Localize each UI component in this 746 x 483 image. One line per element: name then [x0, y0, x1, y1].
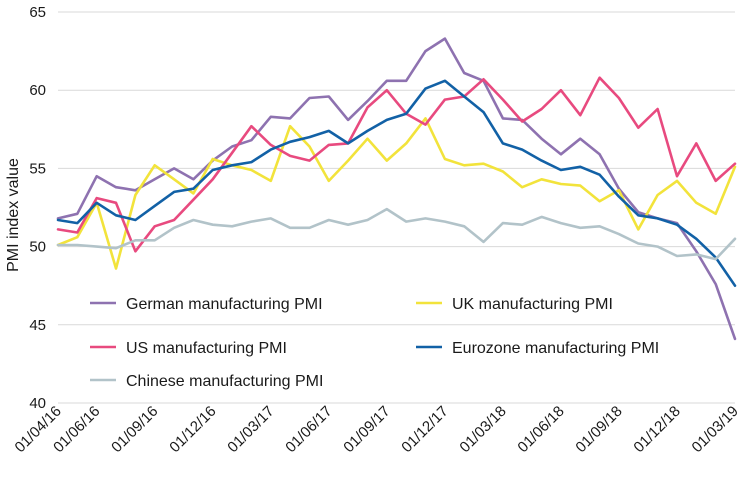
- y-axis-tick-labels: 40 45 50 55 60 65: [29, 4, 46, 412]
- series-line-2: [56, 76, 737, 253]
- series-line-1: [56, 117, 737, 270]
- legend-label: German manufacturing PMI: [126, 296, 323, 313]
- legend-item: UK manufacturing PMI: [416, 296, 613, 313]
- legend-item: Chinese manufacturing PMI: [90, 373, 323, 390]
- y-tick-label: 65: [29, 4, 46, 21]
- series-lines: [56, 37, 737, 341]
- x-tick-label: 01/12/16: [166, 403, 219, 456]
- x-tick-label: 01/12/17: [398, 403, 451, 456]
- legend-label: US manufacturing PMI: [126, 340, 287, 357]
- series-line-3: [56, 79, 737, 288]
- x-tick-label: 01/12/18: [630, 403, 683, 456]
- legend-label: UK manufacturing PMI: [452, 296, 613, 313]
- legend: German manufacturing PMI UK manufacturing…: [90, 296, 659, 390]
- y-tick-label: 50: [29, 239, 46, 256]
- y-tick-label: 55: [29, 160, 46, 177]
- y-tick-label: 40: [29, 395, 46, 412]
- x-tick-label: 01/06/18: [514, 403, 567, 456]
- legend-item: US manufacturing PMI: [90, 340, 287, 357]
- legend-label: Eurozone manufacturing PMI: [452, 340, 659, 357]
- legend-label: Chinese manufacturing PMI: [126, 373, 323, 390]
- legend-item: German manufacturing PMI: [90, 296, 323, 313]
- grid-lines: [58, 11, 735, 404]
- x-tick-label: 01/09/18: [572, 403, 625, 456]
- x-tick-label: 01/03/17: [224, 403, 277, 456]
- legend-item: Eurozone manufacturing PMI: [416, 340, 659, 357]
- y-axis-title: PMI index value: [5, 158, 22, 272]
- x-tick-label: 01/09/16: [108, 403, 161, 456]
- series-line-4: [56, 207, 737, 261]
- x-tick-label: 01/03/18: [456, 403, 509, 456]
- y-tick-label: 60: [29, 82, 46, 99]
- series-line-0: [56, 37, 737, 341]
- x-tick-label: 01/06/17: [282, 403, 335, 456]
- x-tick-label: 01/09/17: [340, 403, 393, 456]
- y-tick-label: 45: [29, 317, 46, 334]
- x-tick-label: 01/03/19: [689, 403, 742, 456]
